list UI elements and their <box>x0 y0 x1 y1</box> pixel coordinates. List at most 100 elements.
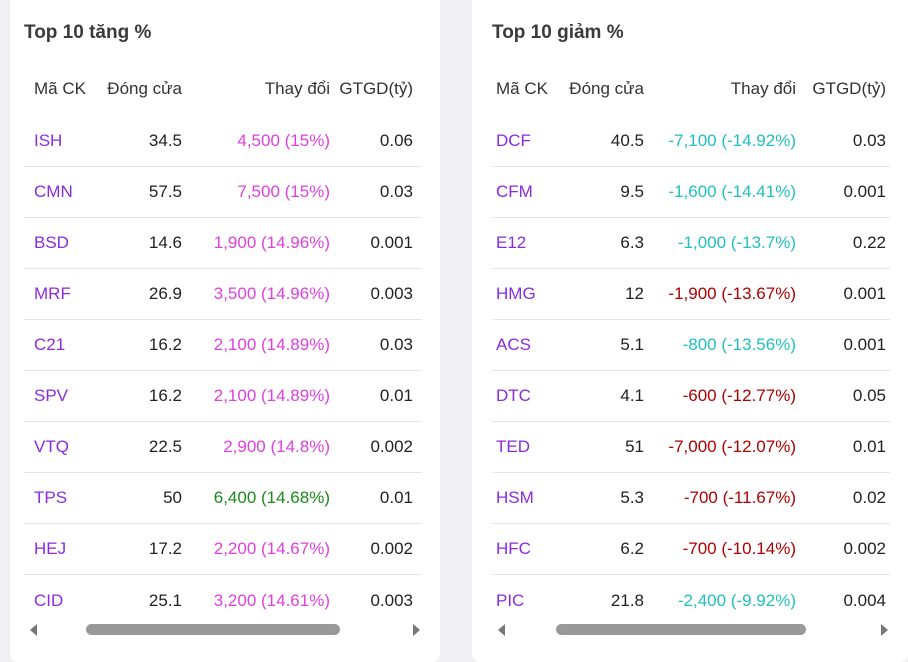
header-volume[interactable]: GTGD(tỷ) <box>812 79 886 98</box>
price-change: 2,100 (14.89%) <box>213 386 330 405</box>
stock-code[interactable]: CFM <box>496 182 533 201</box>
scroll-left-icon[interactable] <box>498 624 505 636</box>
price-change: -7,100 (-14.92%) <box>668 131 796 150</box>
header-close[interactable]: Đóng cửa <box>569 79 644 98</box>
price-change: 3,500 (14.96%) <box>213 284 330 303</box>
stock-code[interactable]: VTQ <box>34 437 69 456</box>
trade-value: 0.001 <box>843 335 886 354</box>
table-row[interactable]: HSM 5.3 -700 (-11.67%) 0.02 <box>492 473 890 524</box>
trade-value: 0.01 <box>852 437 886 456</box>
table-row[interactable]: C21 16.2 2,100 (14.89%) 0.03 <box>24 320 422 371</box>
stock-code[interactable]: HFC <box>496 539 531 558</box>
stock-code[interactable]: C21 <box>34 335 66 354</box>
scrollbar-thumb[interactable] <box>556 624 806 635</box>
top-losers-panel: Top 10 giảm % Mã CK Đóng cửa Thay đổi GT… <box>472 0 908 662</box>
losers-table: Mã CK Đóng cửa Thay đổi GTGD(tỷ) DCF 40.5… <box>492 62 890 626</box>
table-row[interactable]: BSD 14.6 1,900 (14.96%) 0.001 <box>24 218 422 269</box>
stock-code[interactable]: HEJ <box>34 539 67 558</box>
trade-value: 0.001 <box>370 233 413 252</box>
close-price: 17.2 <box>148 539 182 558</box>
table-row[interactable]: DCF 40.5 -7,100 (-14.92%) 0.03 <box>492 116 890 167</box>
stock-code[interactable]: HMG <box>496 284 536 303</box>
close-price: 4.1 <box>620 386 644 405</box>
stock-code[interactable]: CMN <box>34 182 73 201</box>
trade-value: 0.03 <box>379 182 413 201</box>
stock-code[interactable]: E12 <box>496 233 527 252</box>
trade-value: 0.003 <box>370 590 413 610</box>
table-row[interactable]: CMN 57.5 7,500 (15%) 0.03 <box>24 167 422 218</box>
close-price: 57.5 <box>148 182 182 201</box>
table-row[interactable]: DTC 4.1 -600 (-12.77%) 0.05 <box>492 371 890 422</box>
stock-code[interactable]: TPS <box>34 488 68 507</box>
close-price: 21.8 <box>610 590 644 610</box>
trade-value: 0.002 <box>843 539 886 558</box>
table-row[interactable]: HMG 12 -1,900 (-13.67%) 0.001 <box>492 269 890 320</box>
table-row[interactable]: PIC 21.8 -2,400 (-9.92%) 0.004 <box>492 575 890 626</box>
stock-code[interactable]: ACS <box>496 335 531 354</box>
table-row[interactable]: CFM 9.5 -1,600 (-14.41%) 0.001 <box>492 167 890 218</box>
header-close[interactable]: Đóng cửa <box>107 79 182 98</box>
stock-code[interactable]: BSD <box>34 233 69 252</box>
stock-code[interactable]: CID <box>34 590 64 610</box>
close-price: 51 <box>625 437 644 456</box>
table-row[interactable]: ISH 34.5 4,500 (15%) 0.06 <box>24 116 422 167</box>
close-price: 9.5 <box>620 182 644 201</box>
table-row[interactable]: CID 25.1 3,200 (14.61%) 0.003 <box>24 575 422 626</box>
stock-code[interactable]: HSM <box>496 488 534 507</box>
horizontal-scrollbar[interactable] <box>26 622 424 638</box>
stock-code[interactable]: ISH <box>34 131 63 150</box>
stock-code[interactable]: MRF <box>34 284 71 303</box>
top-gainers-panel: Top 10 tăng % Mã CK Đóng cửa Thay đổi GT… <box>10 0 440 662</box>
table-row[interactable]: VTQ 22.5 2,900 (14.8%) 0.002 <box>24 422 422 473</box>
trade-value: 0.05 <box>852 386 886 405</box>
price-change: -700 (-11.67%) <box>683 488 796 507</box>
stock-code[interactable]: DTC <box>496 386 531 405</box>
trade-value: 0.22 <box>852 233 886 252</box>
close-price: 14.6 <box>148 233 182 252</box>
stock-code[interactable]: PIC <box>496 590 525 610</box>
price-change: 7,500 (15%) <box>237 182 330 201</box>
table-row[interactable]: HFC 6.2 -700 (-10.14%) 0.002 <box>492 524 890 575</box>
table-header: Mã CK Đóng cửa Thay đổi GTGD(tỷ) <box>24 62 422 116</box>
header-code[interactable]: Mã CK <box>496 79 548 98</box>
header-code[interactable]: Mã CK <box>34 79 86 98</box>
scroll-left-icon[interactable] <box>30 624 37 636</box>
stock-code[interactable]: SPV <box>34 386 69 405</box>
close-price: 22.5 <box>148 437 182 456</box>
trade-value: 0.004 <box>843 590 886 610</box>
price-change: 3,200 (14.61%) <box>213 590 330 610</box>
scroll-right-icon[interactable] <box>413 624 420 636</box>
table-row[interactable]: ACS 5.1 -800 (-13.56%) 0.001 <box>492 320 890 371</box>
price-change: -1,600 (-14.41%) <box>668 182 796 201</box>
scrollbar-thumb[interactable] <box>86 624 340 635</box>
scroll-right-icon[interactable] <box>881 624 888 636</box>
trade-value: 0.01 <box>379 488 413 507</box>
price-change: 2,200 (14.67%) <box>213 539 330 558</box>
table-row[interactable]: TED 51 -7,000 (-12.07%) 0.01 <box>492 422 890 473</box>
horizontal-scrollbar[interactable] <box>494 622 892 638</box>
trade-value: 0.06 <box>379 131 413 150</box>
header-change[interactable]: Thay đổi <box>264 79 330 98</box>
stock-code[interactable]: DCF <box>496 131 531 150</box>
gainers-table: Mã CK Đóng cửa Thay đổi GTGD(tỷ) ISH 34.5… <box>24 62 422 626</box>
trade-value: 0.03 <box>379 335 413 354</box>
price-change: 2,900 (14.8%) <box>223 437 330 456</box>
table-row[interactable]: E12 6.3 -1,000 (-13.7%) 0.22 <box>492 218 890 269</box>
stock-code[interactable]: TED <box>496 437 530 456</box>
table-row[interactable]: TPS 50 6,400 (14.68%) 0.01 <box>24 473 422 524</box>
header-change[interactable]: Thay đổi <box>730 79 796 98</box>
close-price: 34.5 <box>148 131 182 150</box>
table-row[interactable]: MRF 26.9 3,500 (14.96%) 0.003 <box>24 269 422 320</box>
table-row[interactable]: SPV 16.2 2,100 (14.89%) 0.01 <box>24 371 422 422</box>
price-change: -1,900 (-13.67%) <box>668 284 796 303</box>
trade-value: 0.002 <box>370 539 413 558</box>
close-price: 26.9 <box>148 284 182 303</box>
table-row[interactable]: HEJ 17.2 2,200 (14.67%) 0.002 <box>24 524 422 575</box>
trade-value: 0.01 <box>379 386 413 405</box>
price-change: -7,000 (-12.07%) <box>668 437 796 456</box>
header-volume[interactable]: GTGD(tỷ) <box>339 79 413 98</box>
price-change: 4,500 (15%) <box>237 131 330 150</box>
trade-value: 0.002 <box>370 437 413 456</box>
trade-value: 0.001 <box>843 284 886 303</box>
close-price: 5.3 <box>620 488 644 507</box>
